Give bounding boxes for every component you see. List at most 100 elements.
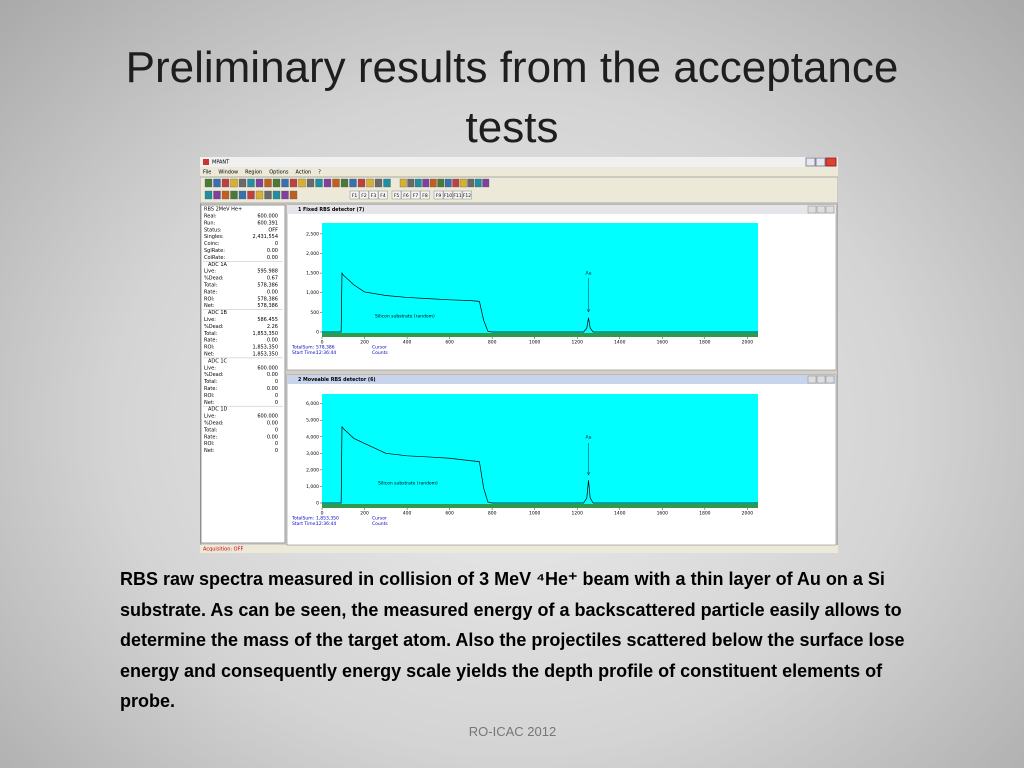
function-key[interactable] <box>368 190 379 200</box>
info-label: TotalSum: <box>291 345 314 351</box>
maximize-button[interactable] <box>815 157 826 167</box>
panel-value: 578,386 <box>257 303 278 309</box>
function-key-label[interactable]: F8 <box>422 193 428 199</box>
toolbar-icon[interactable] <box>366 178 374 188</box>
toolbar-icon[interactable] <box>374 178 383 188</box>
toolbar-icon[interactable] <box>204 190 213 200</box>
toolbar-icon[interactable] <box>247 178 255 188</box>
panel-value: 595.988 <box>257 269 278 275</box>
function-key-label[interactable]: F4 <box>380 193 386 199</box>
toolbar-icon[interactable] <box>357 178 366 188</box>
toolbar-icon[interactable] <box>444 178 452 188</box>
toolbar-icon[interactable] <box>349 178 357 188</box>
x-tick-label: 1600 <box>657 340 669 346</box>
toolbar-icon[interactable] <box>230 190 238 200</box>
toolbar-icon[interactable] <box>332 178 340 188</box>
function-key-label[interactable]: F7 <box>413 193 419 199</box>
function-key-label[interactable]: F1 <box>352 193 358 199</box>
toolbar-icon[interactable] <box>407 178 415 188</box>
toolbar-icon[interactable] <box>289 178 298 188</box>
toolbar-icon[interactable] <box>213 178 221 188</box>
toolbar-icon[interactable] <box>306 178 315 188</box>
chart-window-button[interactable] <box>816 205 826 214</box>
function-key-label[interactable]: F5 <box>394 193 400 199</box>
x-tick-label: 200 <box>360 340 369 346</box>
toolbar-icon[interactable] <box>247 190 255 200</box>
function-key[interactable] <box>420 190 430 200</box>
toolbar-icon[interactable] <box>414 178 422 188</box>
function-key[interactable] <box>391 190 402 200</box>
menu-item[interactable]: ? <box>318 170 321 176</box>
chart-window-button[interactable] <box>816 375 826 384</box>
toolbar-icon[interactable] <box>399 178 407 188</box>
toolbar-icon[interactable] <box>298 178 306 188</box>
function-key[interactable] <box>401 190 411 200</box>
toolbar-icon[interactable] <box>255 190 264 200</box>
toolbar-icon[interactable] <box>204 178 213 188</box>
panel-label: SglRate: <box>204 248 225 254</box>
chart-window-button[interactable] <box>807 375 817 384</box>
function-key[interactable] <box>378 190 388 200</box>
function-key-label[interactable]: F3 <box>371 193 377 199</box>
function-key[interactable] <box>433 190 444 200</box>
function-key-label[interactable]: F2 <box>361 193 367 199</box>
toolbar-icon[interactable] <box>383 178 391 188</box>
toolbar-icon[interactable] <box>213 190 221 200</box>
panel-label: ROI: <box>204 441 215 447</box>
function-key[interactable] <box>410 190 421 200</box>
function-key-label[interactable]: F11 <box>453 193 461 199</box>
toolbar-icon[interactable] <box>264 190 272 200</box>
function-key[interactable] <box>443 190 453 200</box>
chart-window-button[interactable] <box>807 205 817 214</box>
function-key-label[interactable]: F9 <box>436 193 442 199</box>
toolbar-icon[interactable] <box>315 178 323 188</box>
info-label: Counts <box>372 350 388 356</box>
toolbar-icon[interactable] <box>221 190 230 200</box>
toolbar-icon[interactable] <box>255 178 264 188</box>
panel-value: 0.00 <box>267 338 278 344</box>
toolbar-icon[interactable] <box>474 178 482 188</box>
toolbar-icon[interactable] <box>467 178 475 188</box>
menu-item[interactable]: File <box>203 170 211 176</box>
function-key[interactable] <box>452 190 463 200</box>
panel-value: 0 <box>275 427 278 433</box>
x-tick-label: 800 <box>488 340 497 346</box>
spectrum-line <box>322 425 758 504</box>
close-button[interactable] <box>825 157 837 167</box>
toolbar-icon[interactable] <box>323 178 332 188</box>
toolbar-icon[interactable] <box>230 178 238 188</box>
function-key-label[interactable]: F12 <box>463 193 471 199</box>
menu-item[interactable]: Options <box>269 170 289 176</box>
toolbar-icon[interactable] <box>482 178 490 188</box>
panel-label: Live: <box>204 365 216 371</box>
toolbar-icon[interactable] <box>422 178 430 188</box>
function-key-label[interactable]: F6 <box>403 193 409 199</box>
menu-item[interactable]: Window <box>218 170 238 176</box>
chart-window-button[interactable] <box>825 375 835 384</box>
toolbar-icon[interactable] <box>281 190 289 200</box>
menu-item[interactable]: Region <box>245 170 262 176</box>
chart-window-button[interactable] <box>825 205 835 214</box>
toolbar-icon[interactable] <box>272 190 281 200</box>
toolbar-icon[interactable] <box>340 178 349 188</box>
panel-label: Total: <box>203 331 218 337</box>
toolbar-icon[interactable] <box>264 178 272 188</box>
function-key[interactable] <box>349 190 360 200</box>
toolbar-icon[interactable] <box>238 178 247 188</box>
toolbar-icon[interactable] <box>429 178 437 188</box>
toolbar-icon[interactable] <box>238 190 247 200</box>
toolbar-icon[interactable] <box>272 178 281 188</box>
toolbar-icon[interactable] <box>452 178 460 188</box>
function-key-label[interactable]: F10 <box>444 193 452 199</box>
toolbar-icon[interactable] <box>221 178 230 188</box>
info-value: 1,853,350 <box>316 516 339 522</box>
toolbar-icon[interactable] <box>289 190 298 200</box>
minimize-button[interactable] <box>805 157 816 167</box>
toolbar-icon[interactable] <box>459 178 467 188</box>
menu-item[interactable]: Action <box>296 170 312 176</box>
toolbar-icon[interactable] <box>437 178 445 188</box>
function-key[interactable] <box>462 190 472 200</box>
function-key[interactable] <box>359 190 369 200</box>
toolbar-icon[interactable] <box>281 178 289 188</box>
